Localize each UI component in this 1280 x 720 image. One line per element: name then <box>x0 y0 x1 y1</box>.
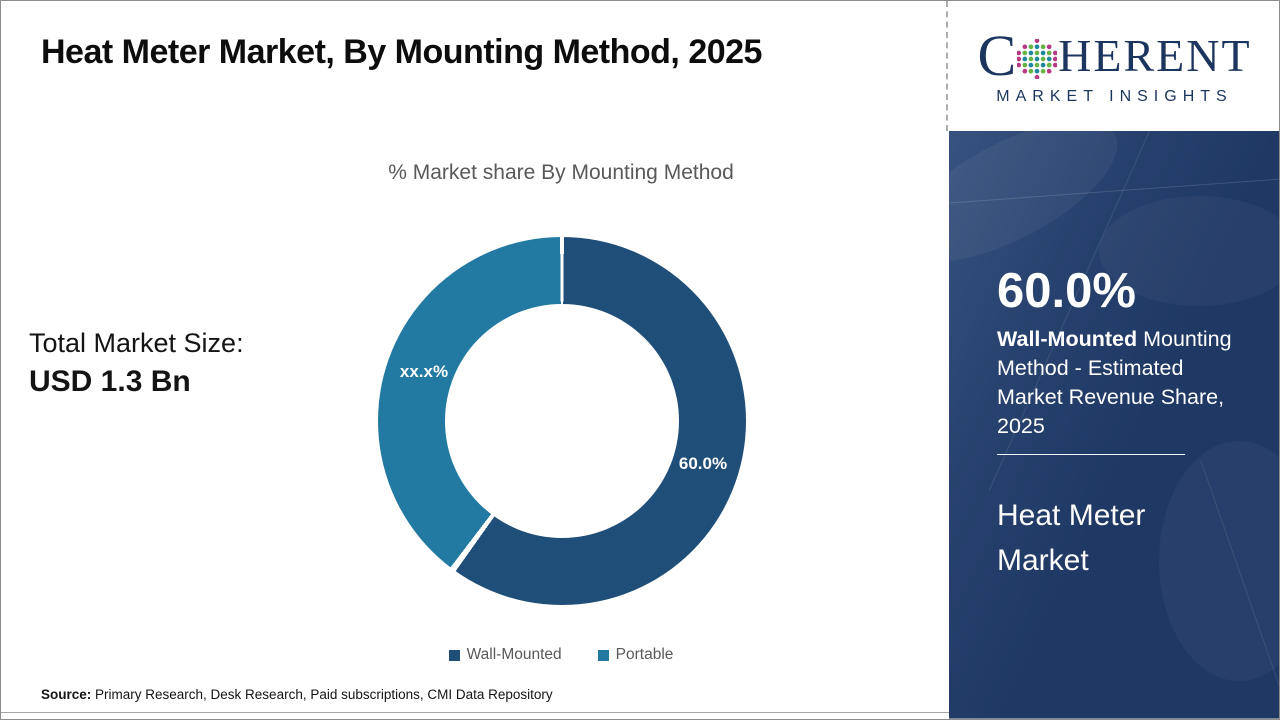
logo-subtitle: MARKET INSIGHTS <box>996 87 1233 105</box>
main-bottom-border <box>1 712 949 713</box>
legend-swatch-wall-mounted <box>448 649 460 661</box>
logo-wordmark: C <box>977 22 1252 88</box>
stat-desc-bold: Wall-Mounted <box>997 327 1138 351</box>
source-label: Source: <box>41 687 92 702</box>
dotted-globe-icon <box>1017 38 1058 79</box>
total-market-size: Total Market Size: USD 1.3 Bn <box>29 324 244 402</box>
sidebar-separator <box>997 454 1185 455</box>
sidebar-stat-description: Wall-Mounted Mounting Method - Estimated… <box>997 325 1253 441</box>
logo-word-rest: HERENT <box>1058 29 1252 81</box>
total-market-size-value: USD 1.3 Bn <box>29 365 191 398</box>
legend-item-wall-mounted: Wall-Mounted <box>448 646 562 664</box>
legend-swatch-portable <box>597 649 609 661</box>
page-title: Heat Meter Market, By Mounting Method, 2… <box>41 33 762 71</box>
dashed-divider <box>946 1 948 131</box>
world-map-texture <box>949 131 1279 687</box>
slice-label-wall-mounted: 60.0% <box>678 454 728 473</box>
legend-label-portable: Portable <box>615 646 674 663</box>
slice-label-portable: xx.x% <box>399 362 449 381</box>
source-text: Primary Research, Desk Research, Paid su… <box>91 687 553 702</box>
total-market-size-label: Total Market Size: <box>29 328 244 358</box>
highlight-sidebar: 60.0% Wall-Mounted Mounting Method - Est… <box>949 131 1279 719</box>
chart-title: % Market share By Mounting Method <box>388 161 734 184</box>
stat-desc-rest: Mounting Method - Estimated Market Reven… <box>997 327 1232 438</box>
legend-label-wall-mounted: Wall-Mounted <box>466 646 562 663</box>
donut-chart: 60.0% xx.x% <box>378 237 746 605</box>
logo-letter-c: C <box>977 22 1017 88</box>
source-note: Source: Primary Research, Desk Research,… <box>41 687 553 702</box>
company-logo: C <box>949 1 1279 131</box>
sidebar-market-name: Heat Meter Market <box>997 499 1146 577</box>
chart-legend: Wall-Mounted Portable <box>181 646 941 664</box>
sidebar-stat-value: 60.0% <box>997 264 1136 318</box>
legend-item-portable: Portable <box>597 646 674 664</box>
donut-hole <box>445 304 679 538</box>
